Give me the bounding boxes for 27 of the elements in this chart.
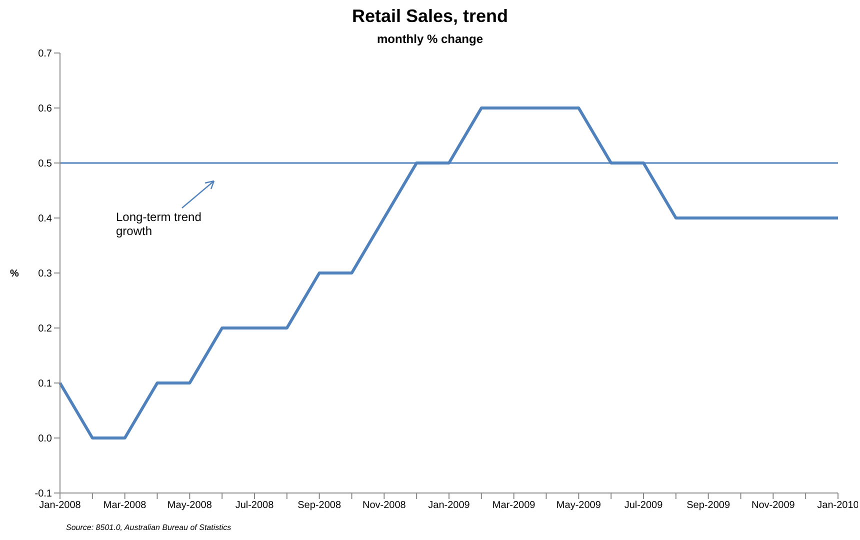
chart-title: Retail Sales, trend xyxy=(350,6,510,27)
y-tick-label: 0.2 xyxy=(38,324,52,335)
x-tick-label: Mar-2008 xyxy=(103,500,147,512)
y-tick-label: 0.4 xyxy=(38,214,52,225)
y-axis-title: % xyxy=(10,268,19,280)
annotation: Long-term trend growth xyxy=(116,210,202,238)
x-tick-label: May-2009 xyxy=(556,500,602,512)
y-tick-label: 0.7 xyxy=(38,48,52,60)
chart-subtitle: monthly % change xyxy=(376,32,484,46)
x-tick-label: Jul-2009 xyxy=(624,500,664,512)
y-tick-label: 0.5 xyxy=(38,158,52,170)
y-tick-label: 0.3 xyxy=(38,268,52,280)
source-note: Source: 8501.0, Australian Bureau of Statistics xyxy=(66,523,232,532)
x-tick-label: Jan-2009 xyxy=(428,500,470,512)
x-tick-label: Sep-2008 xyxy=(298,500,342,512)
x-tick-label: Sep-2009 xyxy=(686,500,730,512)
x-tick-label: May-2008 xyxy=(167,500,212,512)
line-series xyxy=(58,106,840,440)
x-tick-label: Mar-2009 xyxy=(492,500,536,512)
x-tick-label: Jul-2008 xyxy=(235,500,274,512)
y-tick-label: 0.1 xyxy=(38,378,52,390)
y-tick-label: 0.0 xyxy=(38,434,52,445)
x-tick-label: Nov-2008 xyxy=(362,500,406,512)
x-tick-label: Jan-2008 xyxy=(39,500,82,512)
y-tick-label: 0.6 xyxy=(38,104,52,115)
x-tick-label: Nov-2009 xyxy=(751,500,796,512)
y-tick-label: -0.1 xyxy=(34,488,52,500)
